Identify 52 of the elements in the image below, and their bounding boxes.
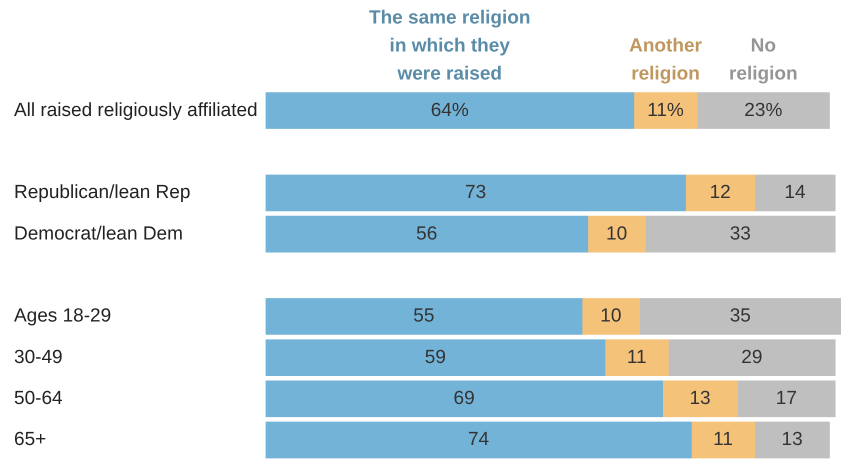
y-tick-label: All raised religiously affiliated xyxy=(14,100,258,121)
y-tick-label: Democrat/lean Dem xyxy=(14,223,183,244)
bar xyxy=(582,298,640,335)
data-label: 23% xyxy=(744,100,782,121)
data-label: 12 xyxy=(710,182,731,204)
y-tick-label: 65+ xyxy=(14,429,46,450)
bar xyxy=(634,92,698,129)
data-label: 29 xyxy=(741,346,762,368)
data-label: 13 xyxy=(689,388,711,410)
data-label: 55 xyxy=(413,306,434,327)
data-label: 11% xyxy=(647,100,684,121)
data-label: 56 xyxy=(416,223,438,244)
data-label: 73 xyxy=(465,182,486,204)
bar xyxy=(266,216,588,252)
bar xyxy=(668,339,836,376)
bar xyxy=(266,298,582,335)
bar xyxy=(639,298,841,335)
data-label: 35 xyxy=(730,306,751,327)
y-tick-label: 30-49 xyxy=(14,346,63,368)
bar xyxy=(754,422,830,458)
bar xyxy=(737,380,836,418)
bar xyxy=(696,92,830,129)
data-label: 17 xyxy=(776,388,797,410)
bar xyxy=(754,174,836,212)
data-label: 14 xyxy=(784,182,806,204)
data-label: 11 xyxy=(713,429,733,450)
bar xyxy=(691,422,756,458)
data-label: 13 xyxy=(782,429,803,450)
data-label: 59 xyxy=(424,346,446,368)
data-label: 74 xyxy=(468,429,490,450)
y-tick-label: 50-64 xyxy=(14,388,64,410)
data-label: 33 xyxy=(730,223,751,244)
data-label: 64% xyxy=(430,100,469,121)
bar xyxy=(266,422,692,458)
bar xyxy=(266,380,663,418)
bar xyxy=(266,339,606,376)
y-tick-label: Ages 18-29 xyxy=(14,306,112,327)
data-label: 10 xyxy=(606,223,628,244)
bar xyxy=(266,92,634,129)
bar xyxy=(587,216,646,252)
bar xyxy=(645,216,836,252)
data-label: 11 xyxy=(626,346,647,368)
series-label: The same religion in which they were raised xyxy=(368,8,531,85)
bar xyxy=(662,380,738,418)
bar xyxy=(266,174,686,212)
bar xyxy=(685,174,756,212)
bar xyxy=(604,339,669,376)
data-label: 69 xyxy=(454,388,475,410)
data-label: 10 xyxy=(600,306,622,327)
y-tick-label: Republican/lean Rep xyxy=(14,182,190,204)
series-label: Another religion xyxy=(629,36,703,85)
series-label: No religion xyxy=(729,36,798,85)
